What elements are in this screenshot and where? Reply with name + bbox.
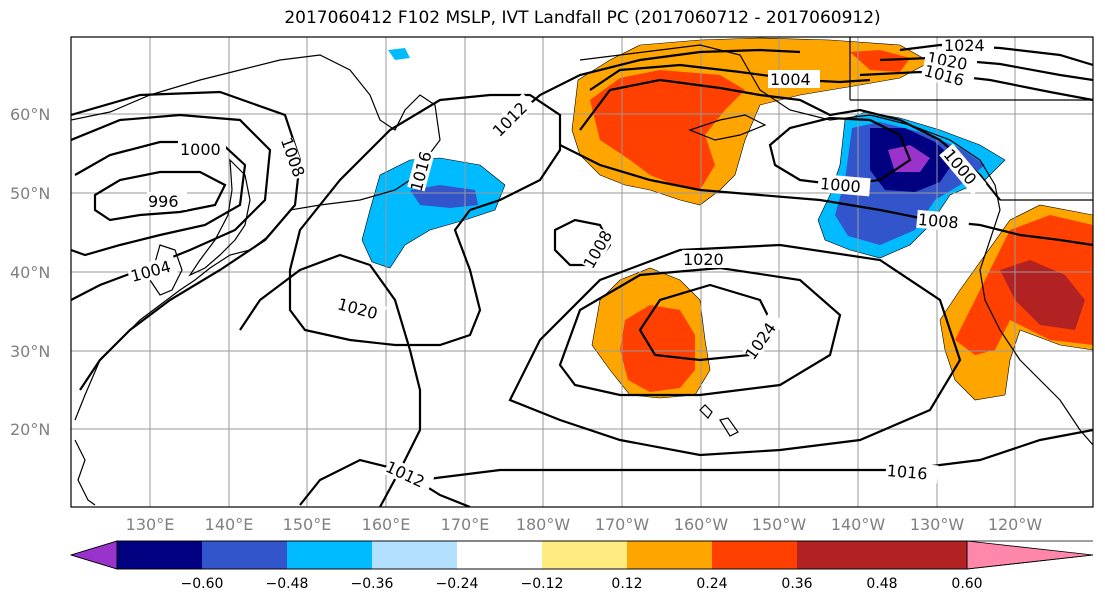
contour-1012-ne <box>499 48 801 131</box>
latitude-labels: 60°N 50°N 40°N 30°N 20°N <box>10 105 50 439</box>
contour-label: 996 <box>148 192 179 211</box>
alaska-peninsula <box>688 114 767 141</box>
colorbar-tick-label: −0.48 <box>266 576 309 592</box>
lat-label: 40°N <box>10 263 50 282</box>
ivt-region-central-core <box>620 305 695 392</box>
contour-1004-west <box>71 113 272 301</box>
contour-1000-low <box>768 116 912 187</box>
figure-title: 2017060412 F102 MSLP, IVT Landfall PC (2… <box>284 8 881 28</box>
contour-1000-ne <box>579 78 1001 201</box>
colorbar-segment <box>202 541 287 569</box>
colorbar: −0.60 −0.48 −0.36 −0.24 −0.12 0.12 0.24 … <box>69 540 1094 592</box>
ivt-region-alaska-north <box>850 50 910 72</box>
colorbar-segment <box>117 541 202 569</box>
contour-label: 1000 <box>819 174 861 196</box>
contour-996 <box>93 170 227 222</box>
colorbar-tick-label: −0.12 <box>521 576 564 592</box>
lon-label: 160°E <box>362 515 411 534</box>
contour-1020-central <box>558 266 842 397</box>
mslp-contours <box>71 43 1093 507</box>
contour-label: 1024 <box>944 36 985 55</box>
lon-label: 150°W <box>752 515 807 534</box>
ivt-shading <box>361 37 1093 401</box>
contour-label: 1000 <box>180 140 221 159</box>
contour-1012-west <box>288 93 562 347</box>
colorbar-tick-label: 0.48 <box>866 576 897 592</box>
canada-border <box>849 37 1093 201</box>
lon-label: 120°W <box>988 515 1043 534</box>
contour-label: 1008 <box>579 227 616 272</box>
contour-label: 1004 <box>770 70 811 89</box>
contour-label-group: 1000 996 1008 1004 1016 1012 1020 1008 1… <box>126 36 994 494</box>
contour-1024-ne <box>899 43 1093 67</box>
colorbar-segment <box>542 541 627 569</box>
contour-label: 1020 <box>335 294 379 323</box>
lon-label: 170°W <box>595 515 650 534</box>
contour-1020-west <box>239 253 422 507</box>
colorbar-tick-label: −0.24 <box>436 576 479 592</box>
contour-1004-ne <box>589 63 871 91</box>
colorbar-segment <box>457 541 542 569</box>
contour-label: 1016 <box>886 461 928 483</box>
contour-1016-ne <box>859 70 1093 102</box>
contour-1016-south <box>419 428 1093 482</box>
graticule <box>71 37 1093 507</box>
lon-label: 170°E <box>441 515 490 534</box>
contour-label: 1012 <box>383 457 428 491</box>
lat-label: 30°N <box>10 342 50 361</box>
lon-label: 130°W <box>910 515 965 534</box>
contour-1016-central <box>508 243 962 457</box>
colorbar-tick-label: −0.60 <box>181 576 224 592</box>
lon-label: 130°E <box>126 515 175 534</box>
contour-label: 1008 <box>917 210 959 232</box>
hawaii <box>699 404 739 437</box>
philippines <box>74 439 96 506</box>
contour-1012-south <box>299 458 471 507</box>
contour-1000-west <box>71 140 247 257</box>
lat-label: 50°N <box>10 184 50 203</box>
contour-1008-west <box>71 90 302 391</box>
ivt-region-negative-west-core <box>410 185 478 208</box>
contour-label: 1020 <box>683 250 724 269</box>
colorbar-segment <box>882 541 967 569</box>
map-frame <box>70 36 1094 508</box>
colorbar-segment <box>287 541 372 569</box>
colorbar-extend-left <box>71 541 117 569</box>
lon-label: 140°E <box>205 515 254 534</box>
ivt-region-negative-west <box>361 157 506 269</box>
lat-label: 60°N <box>10 105 50 124</box>
lon-label: 180°W <box>516 515 571 534</box>
colorbar-segment <box>372 541 457 569</box>
colorbar-tick-label: 0.36 <box>781 576 812 592</box>
japan <box>188 158 251 277</box>
colorbar-tick-label: 0.60 <box>951 576 982 592</box>
lon-label: 160°W <box>674 515 729 534</box>
lon-label: 140°W <box>831 515 886 534</box>
colorbar-segment <box>627 541 712 569</box>
ivt-region-westcoast-max <box>1000 260 1085 330</box>
colorbar-segment <box>797 541 882 569</box>
contour-1008-ne <box>559 144 1093 247</box>
colorbar-extend-right <box>967 541 1093 569</box>
ivt-region-alaska-core <box>590 70 745 190</box>
lat-label: 20°N <box>10 420 50 439</box>
contour-1020-ne <box>879 56 1093 82</box>
lon-label: 150°E <box>283 515 332 534</box>
colorbar-tick-label: 0.24 <box>696 576 727 592</box>
colorbar-segment <box>712 541 797 569</box>
colorbar-tick-label: 0.12 <box>611 576 642 592</box>
colorbar-tick-label: −0.36 <box>351 576 394 592</box>
longitude-labels: 130°E 140°E 150°E 160°E 170°E 180°W 170°… <box>126 515 1043 534</box>
ivt-region-small-negative <box>388 48 410 60</box>
